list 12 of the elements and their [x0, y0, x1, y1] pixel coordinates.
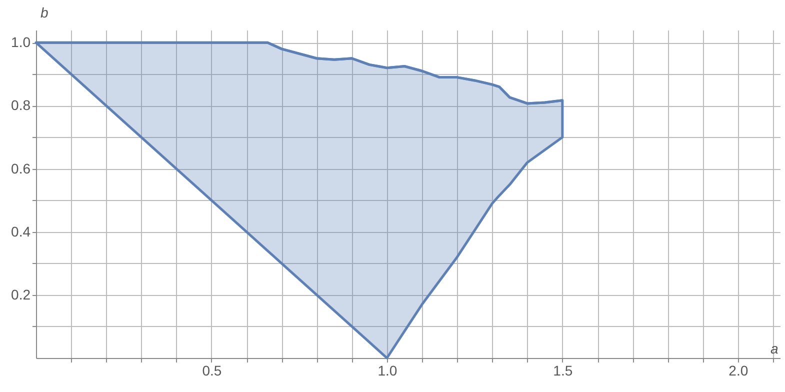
x-tick-label: 1.0: [378, 362, 398, 378]
y-tick-label: 0.6: [11, 160, 31, 176]
y-tick-label: 1.0: [11, 34, 31, 50]
x-tick-label: 1.5: [553, 362, 573, 378]
x-tick-label: 2.0: [728, 362, 748, 378]
x-axis-title: a: [770, 340, 778, 356]
y-tick-label: 0.4: [11, 223, 31, 240]
x-tick-label: 0.5: [202, 362, 222, 378]
y-tick-label: 0.8: [11, 97, 31, 114]
y-tick-label: 0.2: [11, 286, 31, 302]
line-series: [34, 41, 564, 105]
y-axis-title: b: [40, 4, 48, 20]
